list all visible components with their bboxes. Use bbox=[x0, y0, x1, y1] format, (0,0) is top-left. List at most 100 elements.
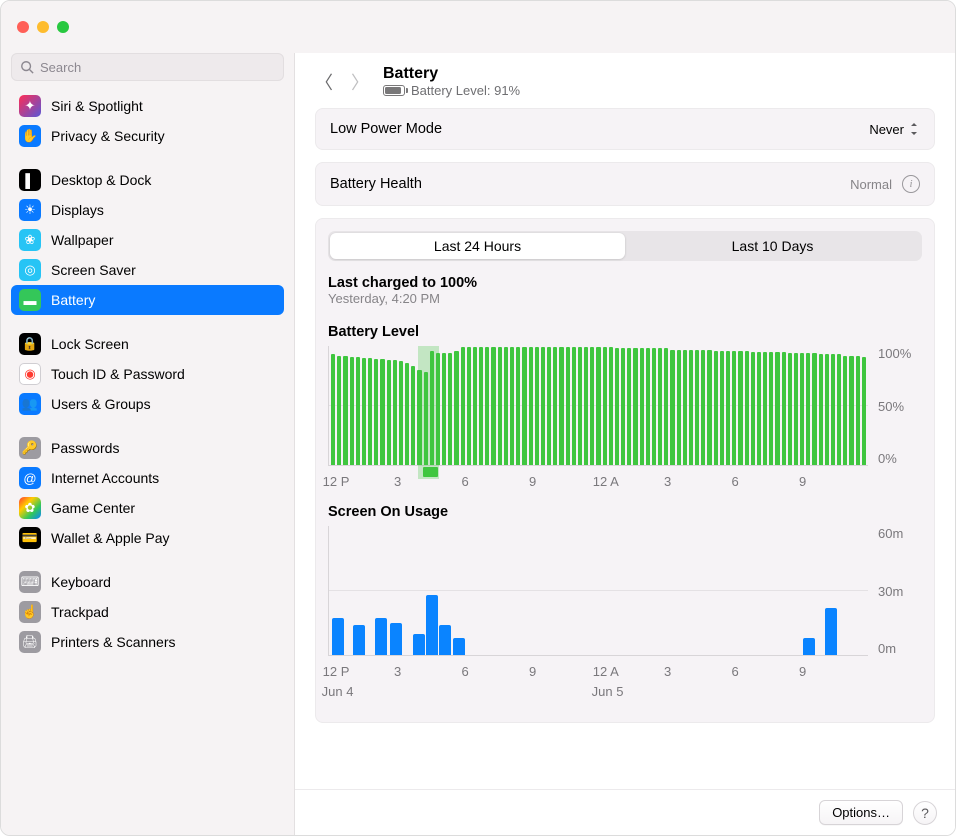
sidebar-item-siri-spotlight[interactable]: ✦Siri & Spotlight bbox=[11, 91, 284, 121]
usage-bar bbox=[453, 638, 465, 655]
battery-bar bbox=[461, 347, 465, 465]
sidebar-icon: ☝ bbox=[19, 601, 41, 623]
battery-bar bbox=[572, 347, 576, 465]
battery-bar bbox=[640, 348, 644, 465]
usage-bar bbox=[803, 638, 815, 655]
zoom-button[interactable] bbox=[57, 21, 69, 33]
battery-bar bbox=[819, 354, 823, 465]
battery-bar bbox=[485, 347, 489, 465]
search-input[interactable] bbox=[40, 60, 275, 75]
tab-last-10d[interactable]: Last 10 Days bbox=[625, 233, 920, 259]
battery-bar bbox=[417, 370, 421, 465]
x-tick: 9 bbox=[799, 664, 806, 679]
sidebar-item-touch-id-password[interactable]: ◉Touch ID & Password bbox=[11, 359, 284, 389]
usage-bar bbox=[353, 625, 365, 655]
battery-bar bbox=[843, 356, 847, 465]
battery-bar bbox=[603, 347, 607, 465]
low-power-mode-row: Low Power Mode Never bbox=[315, 108, 935, 150]
minimize-button[interactable] bbox=[37, 21, 49, 33]
usage-bar bbox=[439, 625, 451, 655]
usage-bar bbox=[332, 618, 344, 655]
sidebar-item-wallet-apple-pay[interactable]: 💳Wallet & Apple Pay bbox=[11, 523, 284, 553]
battery-bar bbox=[516, 347, 520, 465]
sidebar-item-printers-scanners[interactable]: 🖨Printers & Scanners bbox=[11, 627, 284, 657]
battery-bar bbox=[337, 356, 341, 465]
battery-bar bbox=[627, 348, 631, 465]
sidebar-item-label: Wallpaper bbox=[51, 232, 114, 248]
y-tick: 0m bbox=[878, 641, 922, 656]
options-button[interactable]: Options… bbox=[819, 800, 903, 825]
sidebar-item-displays[interactable]: ☀Displays bbox=[11, 195, 284, 225]
sidebar-item-label: Touch ID & Password bbox=[51, 366, 185, 382]
x-tick: 9 bbox=[799, 474, 806, 489]
battery-bar bbox=[553, 347, 557, 465]
sidebar-item-wallpaper[interactable]: ❀ Wallpaper bbox=[11, 225, 284, 255]
battery-bar bbox=[584, 347, 588, 465]
battery-bar bbox=[491, 347, 495, 465]
sidebar-item-label: Passwords bbox=[51, 440, 119, 456]
info-icon[interactable]: i bbox=[902, 175, 920, 193]
sidebar-item-label: Printers & Scanners bbox=[51, 634, 176, 650]
sidebar-item-battery[interactable]: ▬Battery bbox=[11, 285, 284, 315]
battery-icon bbox=[383, 85, 405, 96]
sidebar-icon: 👥 bbox=[19, 393, 41, 415]
battery-bar bbox=[806, 353, 810, 465]
sidebar-item-lock-screen[interactable]: 🔒Lock Screen bbox=[11, 329, 284, 359]
sidebar-item-privacy-security[interactable]: ✋Privacy & Security bbox=[11, 121, 284, 151]
battery-bar bbox=[701, 350, 705, 465]
sidebar-item-game-center[interactable]: ✿Game Center bbox=[11, 493, 284, 523]
y-tick: 30m bbox=[878, 584, 922, 599]
x-tick: 9 bbox=[529, 474, 536, 489]
sidebar-item-screen-saver[interactable]: ◎Screen Saver bbox=[11, 255, 284, 285]
sidebar-item-internet-accounts[interactable]: @Internet Accounts bbox=[11, 463, 284, 493]
battery-health-label: Battery Health bbox=[330, 176, 422, 192]
sidebar-icon: 🔑 bbox=[19, 437, 41, 459]
battery-bar bbox=[498, 347, 502, 465]
battery-bar bbox=[442, 353, 446, 465]
usage-bar bbox=[825, 608, 837, 655]
sidebar-item-label: Displays bbox=[51, 202, 104, 218]
sidebar-icon: ▬ bbox=[19, 289, 41, 311]
x-tick: 12 P bbox=[323, 474, 350, 489]
battery-bar bbox=[331, 354, 335, 465]
content-footer: Options… ? bbox=[295, 789, 955, 835]
battery-bar bbox=[374, 359, 378, 465]
sidebar-item-users-groups[interactable]: 👥Users & Groups bbox=[11, 389, 284, 419]
battery-bar bbox=[837, 354, 841, 465]
low-power-mode-popup[interactable]: Never bbox=[869, 122, 920, 137]
x-tick: 6 bbox=[462, 664, 469, 679]
battery-bar bbox=[387, 360, 391, 465]
sidebar-icon: 🔒 bbox=[19, 333, 41, 355]
battery-bar bbox=[368, 358, 372, 465]
time-range-segmented: Last 24 Hours Last 10 Days bbox=[328, 231, 922, 261]
search-field[interactable] bbox=[11, 53, 284, 81]
battery-bar bbox=[578, 347, 582, 465]
battery-bar bbox=[689, 350, 693, 465]
x-date-label: Jun 4 bbox=[322, 684, 354, 699]
battery-bar bbox=[609, 347, 613, 465]
battery-bar bbox=[559, 347, 563, 465]
battery-bar bbox=[362, 358, 366, 465]
search-icon bbox=[20, 60, 34, 74]
sidebar-icon: 💳 bbox=[19, 527, 41, 549]
tab-last-24h[interactable]: Last 24 Hours bbox=[330, 233, 625, 259]
nav-forward-button[interactable]: 〉 bbox=[351, 69, 369, 95]
sidebar-item-trackpad[interactable]: ☝ Trackpad bbox=[11, 597, 284, 627]
sidebar-item-label: Trackpad bbox=[51, 604, 109, 620]
battery-bar bbox=[467, 347, 471, 465]
page-subtitle: Battery Level: 91% bbox=[383, 83, 520, 98]
help-button[interactable]: ? bbox=[913, 801, 937, 825]
battery-bar bbox=[683, 350, 687, 465]
sidebar-icon: ❀ bbox=[19, 229, 41, 251]
sidebar-item-keyboard[interactable]: ⌨Keyboard bbox=[11, 567, 284, 597]
nav-back-button[interactable]: 〈 bbox=[315, 69, 333, 95]
sidebar-item-desktop-dock[interactable]: ▌Desktop & Dock bbox=[11, 165, 284, 195]
battery-level-title: Battery Level bbox=[328, 324, 922, 340]
sidebar-item-passwords[interactable]: 🔑 Passwords bbox=[11, 433, 284, 463]
close-button[interactable] bbox=[17, 21, 29, 33]
battery-bar bbox=[430, 351, 434, 465]
sidebar-item-label: Siri & Spotlight bbox=[51, 98, 143, 114]
last-charged-title: Last charged to 100% bbox=[328, 275, 922, 291]
x-tick: 6 bbox=[732, 474, 739, 489]
battery-bar bbox=[677, 350, 681, 465]
